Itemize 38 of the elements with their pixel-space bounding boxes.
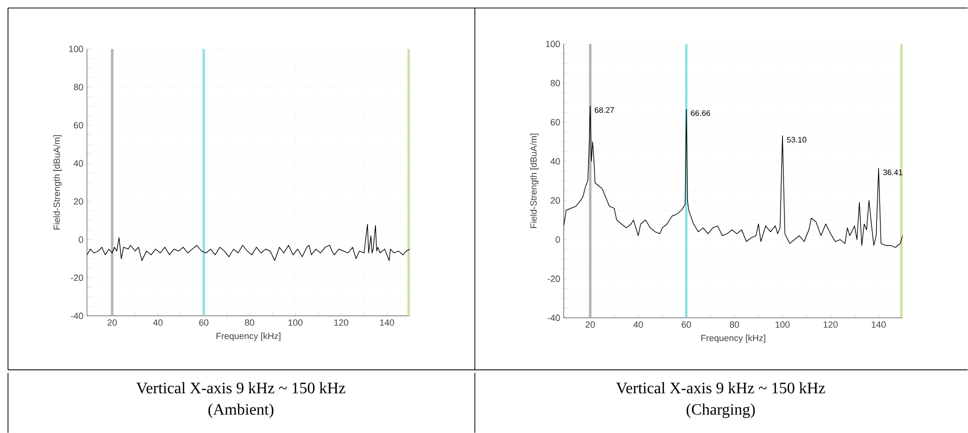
y-axis-title: Field-Strength [dBuA/m] bbox=[53, 135, 62, 230]
y-tick-label: 60 bbox=[74, 122, 84, 128]
y-tick-label: 20 bbox=[74, 198, 84, 205]
y-tick-label: 100 bbox=[546, 40, 560, 48]
x-tick-label: 40 bbox=[153, 319, 163, 326]
y-tick-label: -20 bbox=[70, 274, 84, 281]
y-axis-title: Field-Strength [dBuA/m] bbox=[530, 134, 538, 228]
x-tick-label: 60 bbox=[682, 321, 691, 328]
x-tick-label: 120 bbox=[824, 321, 838, 328]
x-tick-label: 80 bbox=[244, 319, 254, 326]
y-tick-label: -20 bbox=[548, 275, 560, 282]
x-axis-title: Frequency [kHz] bbox=[216, 332, 280, 341]
text: Vertical X-axis 9 kHz ~ 150 kHz bbox=[136, 382, 346, 394]
text: (Charging) bbox=[686, 403, 755, 418]
x-tick-label: 100 bbox=[288, 319, 302, 326]
x-tick-label: 80 bbox=[730, 321, 740, 328]
y-tick-label: 80 bbox=[550, 80, 560, 86]
x-tick-label: 40 bbox=[633, 321, 643, 328]
x-tick-label: 120 bbox=[334, 319, 348, 326]
x-axis-title: Frequency [kHz] bbox=[701, 334, 766, 343]
x-tick-label: 20 bbox=[586, 321, 595, 328]
y-tick-label: -40 bbox=[70, 312, 84, 319]
x-tick-label: 140 bbox=[380, 319, 394, 326]
text: (Ambient) bbox=[208, 403, 274, 418]
y-tick-label: 100 bbox=[69, 46, 84, 52]
y-tick-label: 40 bbox=[74, 160, 84, 166]
x-tick-label: 20 bbox=[108, 319, 117, 326]
text: Vertical X-axis 9 kHz ~ 150 kHz bbox=[616, 382, 826, 394]
y-tick-label: 80 bbox=[74, 84, 84, 90]
x-tick-label: 140 bbox=[872, 321, 886, 328]
y-tick-label: 20 bbox=[550, 197, 560, 204]
y-tick-label: 0 bbox=[78, 236, 84, 243]
x-tick-label: 60 bbox=[199, 319, 208, 326]
y-tick-label: 60 bbox=[550, 118, 560, 126]
y-tick-label: 0 bbox=[556, 236, 560, 243]
x-tick-label: 100 bbox=[776, 321, 790, 328]
y-tick-label: -40 bbox=[548, 314, 560, 321]
y-tick-label: 40 bbox=[550, 158, 560, 164]
